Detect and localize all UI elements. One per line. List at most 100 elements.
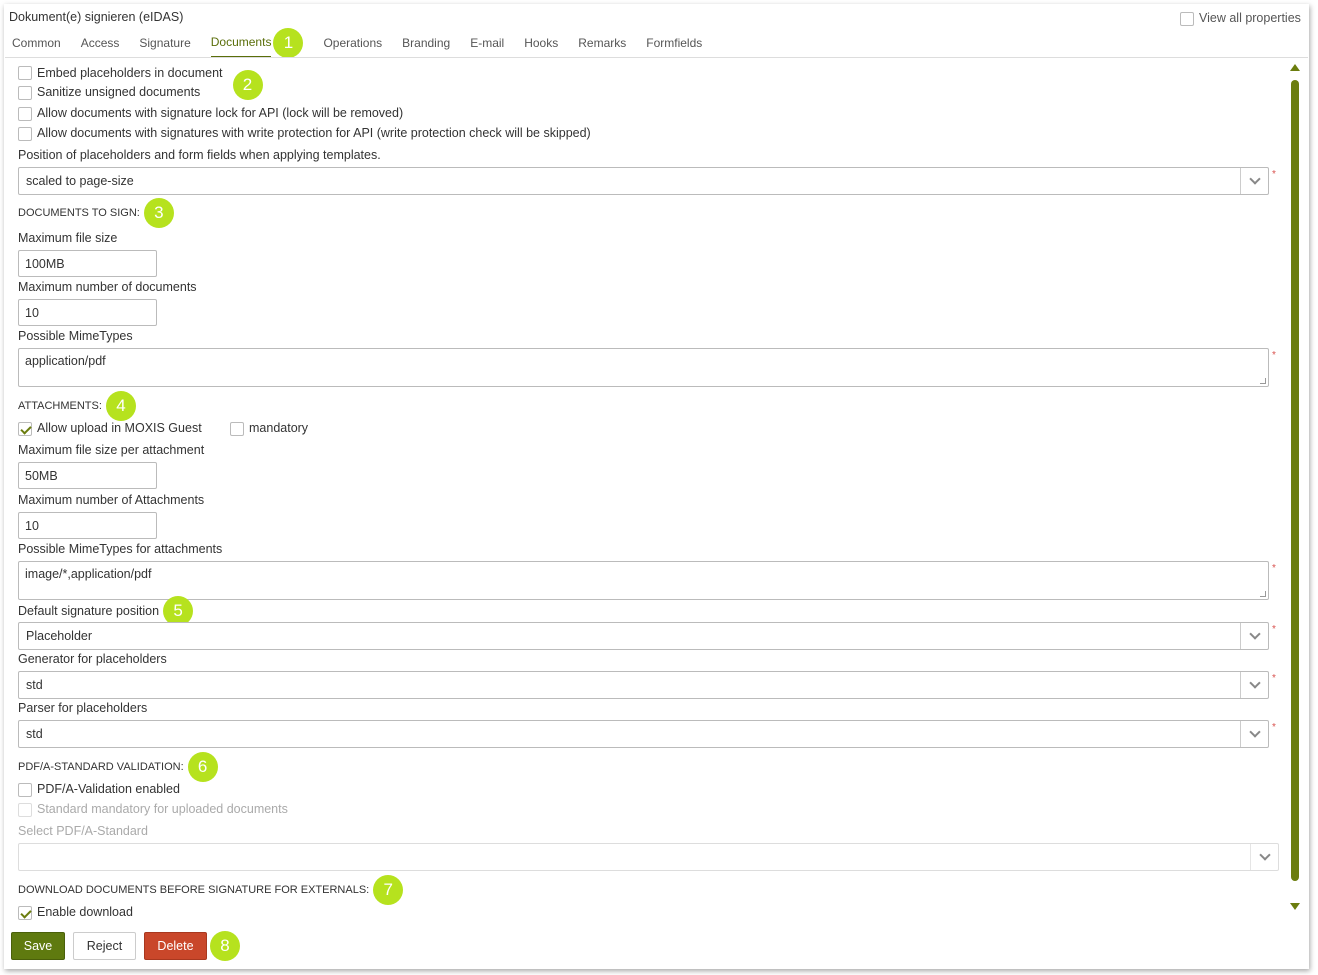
download-heading: DOWNLOAD DOCUMENTS BEFORE SIGNATURE FOR … (18, 884, 370, 896)
annotation-badge: 5 (163, 596, 194, 626)
parser-label: Parser for placeholders (18, 701, 148, 715)
attachment-count-input[interactable]: 10 (18, 512, 157, 539)
mimetypes-textarea[interactable]: application/pdf (18, 348, 1269, 387)
annotation-badge: 6 (187, 752, 218, 782)
save-button[interactable]: Save (11, 932, 65, 960)
position-label: Position of placeholders and form fields… (18, 148, 381, 162)
pdfa-standard-select (18, 843, 1279, 871)
sanitize-checkbox[interactable] (18, 86, 32, 100)
enable-download-label: Enable download (37, 905, 133, 919)
view-all-properties-checkbox[interactable] (1180, 12, 1194, 26)
required-mark: * (1272, 624, 1276, 635)
allow-upload-label: Allow upload in MOXIS Guest (37, 421, 202, 435)
generator-value: std (26, 678, 43, 692)
tab-operations[interactable]: Operations (323, 36, 383, 50)
max-documents-label: Maximum number of documents (18, 280, 197, 294)
scroll-up-arrow-icon[interactable] (1290, 64, 1300, 71)
chevron-down-icon[interactable] (1240, 672, 1268, 698)
annotation-badge: 3 (143, 198, 174, 228)
position-select[interactable]: scaled to page-size (18, 167, 1269, 195)
resize-handle[interactable] (1260, 378, 1266, 384)
embed-placeholders-row: Embed placeholders in document 2 (37, 58, 263, 100)
required-mark: * (1272, 169, 1276, 180)
tab-documents[interactable]: Documents (210, 28, 272, 58)
required-mark: * (1272, 350, 1276, 361)
chevron-down-icon[interactable] (1240, 168, 1268, 194)
position-value: scaled to page-size (26, 174, 134, 188)
tab-remarks[interactable]: Remarks (578, 36, 627, 50)
chevron-down-icon[interactable] (1240, 721, 1268, 747)
annotation-badge: 8 (210, 931, 240, 961)
embed-placeholders-checkbox[interactable] (18, 66, 32, 80)
attachment-mime-textarea[interactable]: image/*,application/pdf (18, 561, 1269, 600)
documents-heading-row: DOCUMENTS TO SIGN: 3 (18, 198, 174, 228)
allow-lock-checkbox[interactable] (18, 107, 32, 121)
tab-common[interactable]: Common (12, 36, 61, 50)
mimetypes-value: application/pdf (25, 354, 106, 368)
attachments-heading: ATTACHMENTS: (18, 400, 102, 412)
allow-protection-checkbox[interactable] (18, 127, 32, 141)
scrollbar-thumb[interactable] (1291, 80, 1299, 881)
annotation-badge: 4 (105, 391, 136, 421)
delete-button[interactable]: Delete (144, 932, 207, 960)
required-mark: * (1272, 722, 1276, 733)
pdfa-heading: PDF/A-STANDARD VALIDATION: (18, 761, 184, 773)
reject-button[interactable]: Reject (73, 932, 136, 960)
tab-access[interactable]: Access (80, 36, 120, 50)
attachments-heading-row: ATTACHMENTS: 4 (18, 391, 136, 421)
resize-handle[interactable] (1260, 591, 1266, 597)
pdfa-enabled-checkbox[interactable] (18, 783, 32, 797)
attachment-size-label: Maximum file size per attachment (18, 443, 205, 457)
view-all-properties-label[interactable]: View all properties (1199, 11, 1301, 25)
scroll-down-arrow-icon[interactable] (1290, 903, 1300, 910)
enable-download-checkbox[interactable] (18, 906, 32, 920)
window-title: Dokument(e) signieren (eIDAS) (9, 10, 184, 24)
max-file-size-input[interactable]: 100MB (18, 250, 157, 277)
annotation-badge: 2 (232, 70, 263, 100)
annotation-badge: 7 (373, 875, 404, 905)
dialog-window (4, 4, 1309, 969)
chevron-down-icon[interactable] (1240, 623, 1268, 649)
required-mark: * (1272, 563, 1276, 574)
parser-select[interactable]: std (18, 720, 1269, 748)
pdfa-mandatory-label: Standard mandatory for uploaded document… (37, 802, 288, 816)
signature-position-value: Placeholder (26, 629, 93, 643)
embed-placeholders-label: Embed placeholders in document (37, 66, 223, 80)
attachment-size-input[interactable]: 50MB (18, 462, 157, 489)
tab-formfields[interactable]: Formfields (646, 36, 703, 50)
pdfa-select-label: Select PDF/A-Standard (18, 824, 148, 838)
signature-position-label: Default signature position (18, 604, 160, 618)
allow-upload-checkbox[interactable] (18, 422, 32, 436)
parser-value: std (26, 727, 43, 741)
download-heading-row: DOWNLOAD DOCUMENTS BEFORE SIGNATURE FOR … (18, 875, 404, 905)
attachment-mime-label: Possible MimeTypes for attachments (18, 542, 223, 556)
chevron-down-icon (1250, 844, 1278, 870)
pdfa-mandatory-checkbox (18, 803, 32, 817)
allow-protection-label: Allow documents with signatures with wri… (37, 126, 591, 140)
max-file-size-label: Maximum file size (18, 231, 118, 245)
tab-signature[interactable]: Signature (139, 36, 191, 50)
max-documents-input[interactable]: 10 (18, 299, 157, 326)
mandatory-checkbox[interactable] (230, 422, 244, 436)
tab-branding[interactable]: Branding (402, 36, 451, 50)
documents-heading: DOCUMENTS TO SIGN: (18, 207, 140, 219)
tab-divider (5, 57, 1308, 58)
attachment-mime-value: image/*,application/pdf (25, 567, 152, 581)
required-mark: * (1272, 673, 1276, 684)
allow-lock-label: Allow documents with signature lock for … (37, 106, 404, 120)
tab-bar: Common Access Signature Documents 1 Oper… (12, 28, 702, 58)
pdfa-enabled-label: PDF/A-Validation enabled (37, 782, 180, 796)
generator-label: Generator for placeholders (18, 652, 167, 666)
mimetypes-label: Possible MimeTypes (18, 329, 133, 343)
badge-8-holder: 8 (206, 931, 240, 961)
pdfa-heading-row: PDF/A-STANDARD VALIDATION: 6 (18, 752, 218, 782)
tab-hooks[interactable]: Hooks (524, 36, 559, 50)
tab-email[interactable]: E-mail (470, 36, 505, 50)
signature-position-label-row: Default signature position 5 (18, 596, 194, 626)
mandatory-label: mandatory (249, 421, 309, 435)
attachment-count-label: Maximum number of Attachments (18, 493, 205, 507)
sanitize-label: Sanitize unsigned documents (37, 85, 201, 99)
signature-position-select[interactable]: Placeholder (18, 622, 1269, 650)
annotation-badge: 1 (273, 28, 304, 58)
generator-select[interactable]: std (18, 671, 1269, 699)
